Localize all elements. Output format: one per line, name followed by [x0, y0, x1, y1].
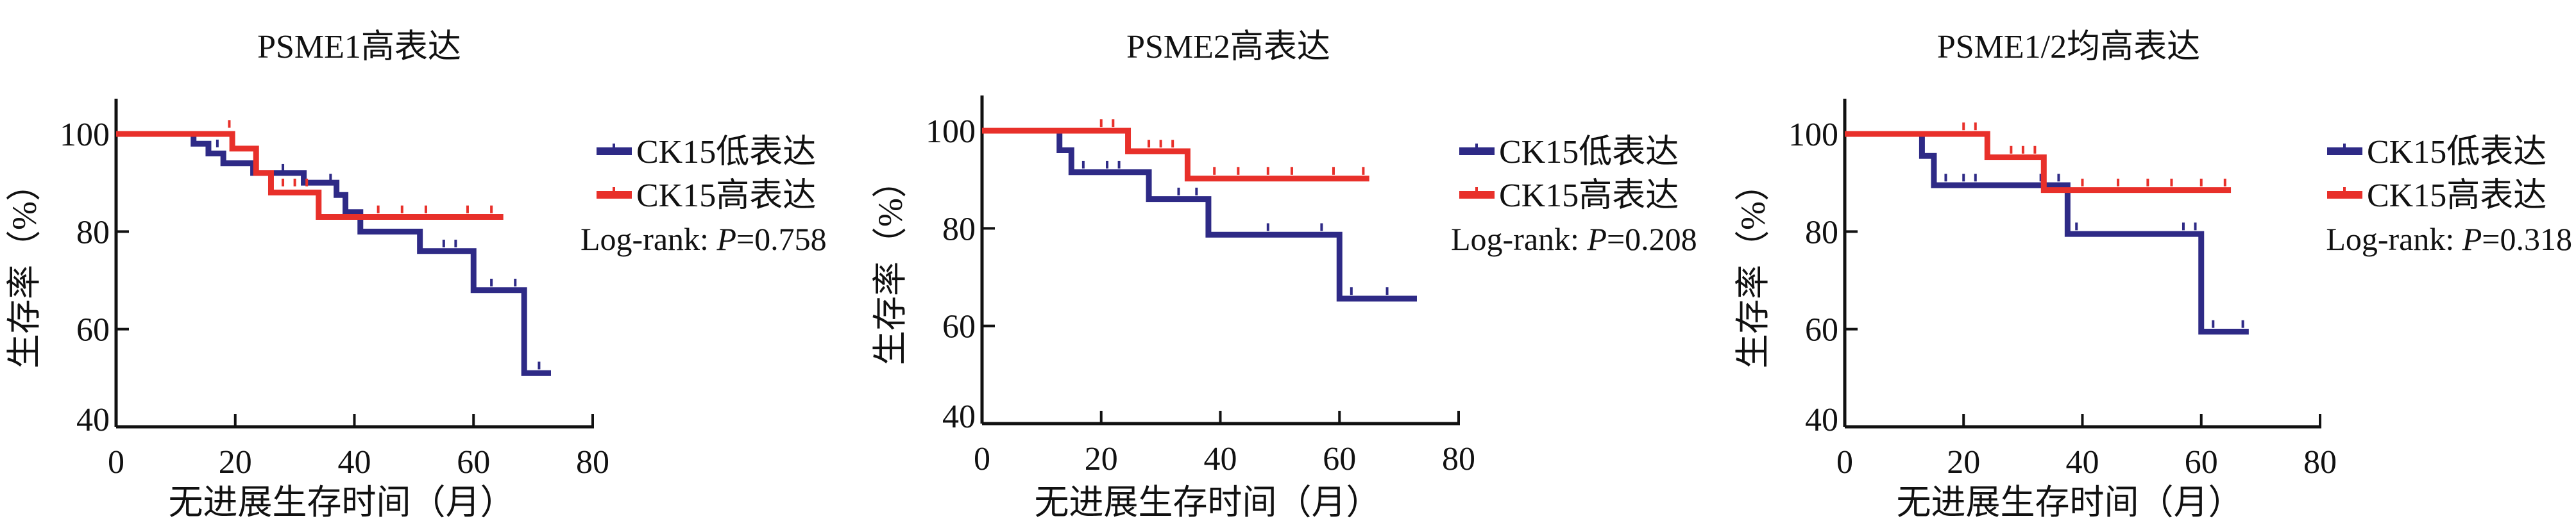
annotation-value: =0.208 [1607, 221, 1697, 257]
survival-curve-low [1845, 131, 2249, 335]
y-tick-label: 100 [926, 113, 976, 150]
survival-curve-high [982, 128, 1369, 182]
x-axis-label: 无进展生存时间（月） [1897, 483, 2243, 521]
x-tick-label: 40 [1204, 441, 1237, 477]
y-axis-label: 生存率（%） [871, 163, 910, 365]
survival-curve-high [1845, 131, 2232, 194]
x-tick-label: 0 [1836, 444, 1853, 481]
y-tick-label: 60 [76, 312, 110, 349]
log-rank-annotation: Log-rank: P=0.758 [580, 221, 827, 257]
annotation-prefix: Log-rank: [2326, 221, 2462, 257]
chart-panel-1: PSME1高表达 0 20 40 60 80 40 60 80 100 无进展生存时间（月） 生存率（… [5, 29, 827, 521]
survival-curve-low [116, 131, 551, 376]
chart-title: PSME1/2均高表达 [1937, 29, 2200, 65]
annotation-p: P [2462, 221, 2482, 257]
y-tick-label: 80 [1805, 214, 1838, 251]
chart-title: PSME1高表达 [257, 29, 461, 65]
x-tick-label: 80 [576, 444, 609, 481]
y-tick-label: 80 [942, 211, 976, 247]
x-tick-label: 80 [2303, 444, 2337, 481]
x-axis-label: 无进展生存时间（月） [1035, 483, 1381, 521]
y-tick-label: 100 [60, 117, 110, 153]
x-tick-label: 60 [457, 444, 490, 481]
x-tick-label: 20 [1947, 444, 1980, 481]
annotation-p: P [1586, 221, 1607, 257]
legend-label: CK15高表达 [1499, 178, 1679, 214]
y-tick-label: 40 [1805, 402, 1838, 438]
annotation-prefix: Log-rank: [580, 221, 716, 257]
chart-panel-2: PSME2高表达 0 20 40 60 80 40 60 80 100 无进展生存时间（月） 生存率（… [871, 29, 1697, 521]
x-tick-label: 40 [2066, 444, 2099, 481]
y-tick-label: 80 [76, 214, 110, 251]
x-tick-label: 0 [974, 441, 990, 477]
legend-label: CK15低表达 [636, 134, 816, 170]
legend-label: CK15高表达 [636, 178, 816, 214]
legend-label: CK15低表达 [1499, 134, 1679, 170]
annotation-value: =0.758 [736, 221, 827, 257]
x-tick-label: 80 [1442, 441, 1475, 477]
chart-title: PSME2高表达 [1126, 29, 1330, 65]
y-axis-label: 生存率（%） [5, 167, 44, 368]
x-tick-label: 60 [1323, 441, 1356, 477]
x-axis-label: 无进展生存时间（月） [169, 483, 515, 521]
legend-label: CK15高表达 [2367, 178, 2546, 214]
survival-curve-high [116, 131, 504, 220]
chart-panel-3: PSME1/2均高表达 0 20 40 60 80 40 60 80 100 无进展生存时间（月） 生… [1734, 29, 2572, 521]
annotation-p: P [716, 221, 736, 257]
x-tick-label: 40 [338, 444, 371, 481]
log-rank-annotation: Log-rank: P=0.318 [2326, 221, 2572, 257]
y-tick-label: 100 [1788, 117, 1838, 153]
annotation-value: =0.318 [2482, 221, 2572, 257]
legend-label: CK15低表达 [2367, 134, 2546, 170]
x-tick-label: 60 [2185, 444, 2218, 481]
y-tick-label: 40 [942, 399, 976, 435]
survival-curve-low [982, 128, 1417, 302]
x-tick-label: 0 [108, 444, 124, 481]
x-tick-label: 20 [219, 444, 252, 481]
y-tick-label: 40 [76, 402, 110, 438]
x-tick-label: 20 [1085, 441, 1118, 477]
annotation-prefix: Log-rank: [1451, 221, 1587, 257]
log-rank-annotation: Log-rank: P=0.208 [1451, 221, 1697, 257]
y-tick-label: 60 [1805, 312, 1838, 349]
y-tick-label: 60 [942, 309, 976, 345]
y-axis-label: 生存率（%） [1734, 167, 1772, 368]
